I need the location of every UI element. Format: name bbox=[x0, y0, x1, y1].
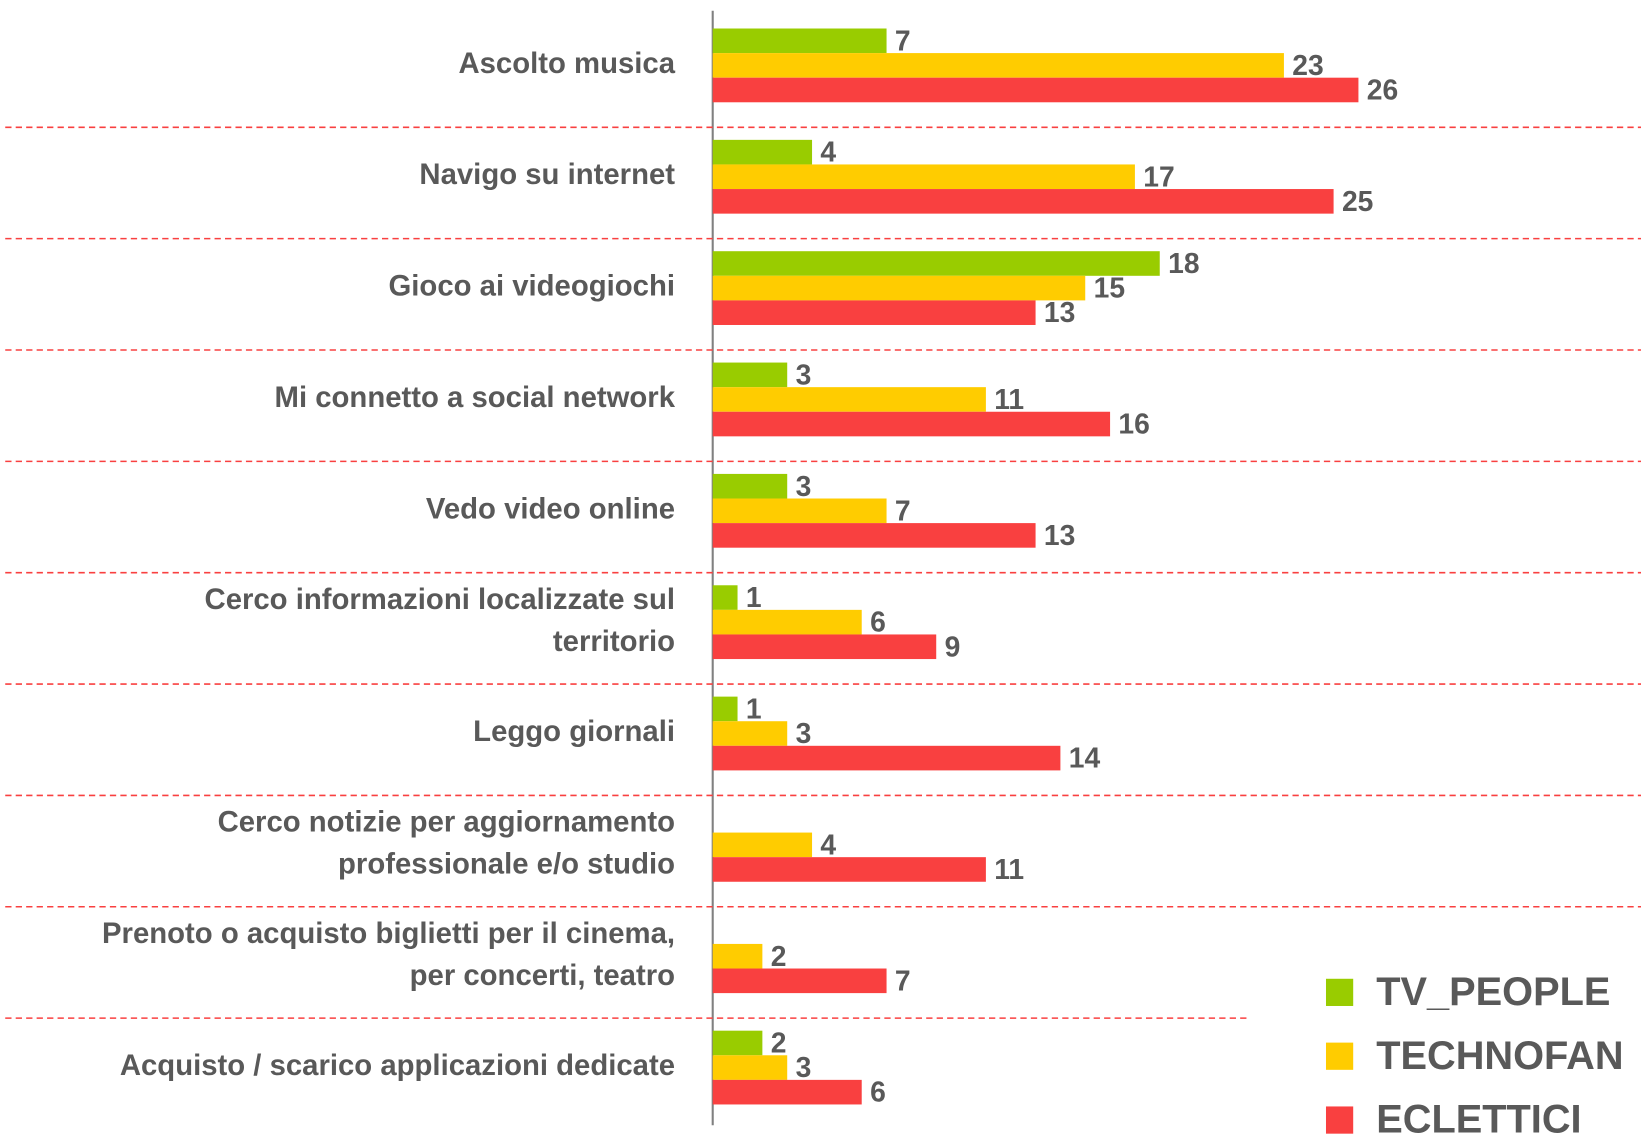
bar bbox=[712, 411, 1111, 437]
value-label: 11 bbox=[994, 853, 1024, 885]
bar bbox=[712, 745, 1061, 771]
value-label: 26 bbox=[1367, 74, 1398, 106]
bar bbox=[712, 53, 1284, 78]
legend-label: TECHNOFAN bbox=[1376, 1034, 1623, 1078]
value-label: 11 bbox=[994, 383, 1024, 415]
value-label: 14 bbox=[1069, 742, 1101, 774]
bar bbox=[712, 362, 788, 388]
value-label: 23 bbox=[1292, 49, 1323, 81]
category-label: Prenoto o acquisto biglietti per il cine… bbox=[102, 917, 675, 992]
category-label: Acquisto / scarico applicazioni dedicate bbox=[120, 1049, 675, 1082]
value-label: 4 bbox=[820, 136, 836, 168]
bar bbox=[712, 189, 1334, 214]
bar bbox=[712, 634, 937, 660]
value-label: 7 bbox=[895, 964, 911, 996]
value-label: 17 bbox=[1143, 160, 1174, 192]
bar bbox=[712, 943, 763, 969]
category-label: Gioco ai videogiochi bbox=[389, 270, 676, 303]
bar bbox=[712, 832, 813, 858]
bar bbox=[712, 696, 738, 722]
bar bbox=[712, 275, 1086, 301]
legend-label: TV_PEOPLE bbox=[1376, 970, 1610, 1014]
legend-label: ECLETTICI bbox=[1376, 1098, 1581, 1136]
bar bbox=[712, 473, 788, 499]
bar bbox=[712, 1030, 763, 1056]
bar bbox=[712, 1055, 788, 1080]
bar bbox=[712, 1079, 862, 1105]
value-label: 2 bbox=[771, 1027, 787, 1059]
value-label: 3 bbox=[796, 1051, 812, 1083]
bar bbox=[712, 968, 887, 994]
value-label: 13 bbox=[1044, 296, 1075, 328]
bar bbox=[712, 585, 738, 610]
value-label: 3 bbox=[796, 717, 812, 749]
value-label: 15 bbox=[1094, 272, 1125, 304]
value-label: 2 bbox=[771, 940, 787, 972]
value-label: 7 bbox=[895, 494, 911, 526]
value-label: 25 bbox=[1342, 185, 1373, 217]
category-label: Navigo su internet bbox=[419, 158, 675, 191]
bar bbox=[712, 77, 1359, 103]
value-label: 7 bbox=[895, 24, 911, 56]
legend-swatch bbox=[1325, 1042, 1354, 1070]
value-label: 1 bbox=[746, 581, 762, 613]
bar bbox=[712, 609, 862, 635]
value-label: 4 bbox=[820, 828, 836, 860]
category-label: Vedo video online bbox=[426, 492, 675, 525]
bar bbox=[712, 387, 986, 412]
category-label: Mi connetto a social network bbox=[275, 381, 676, 414]
bar bbox=[712, 857, 986, 882]
bar bbox=[712, 721, 788, 746]
value-label: 6 bbox=[870, 606, 886, 638]
bar bbox=[712, 251, 1160, 276]
category-label: Ascolto musica bbox=[458, 47, 675, 80]
value-label: 16 bbox=[1118, 408, 1149, 440]
value-label: 18 bbox=[1168, 247, 1199, 279]
bar bbox=[712, 28, 887, 54]
category-label: Cerco informazioni localizzate sul territ… bbox=[205, 583, 675, 658]
value-label: 1 bbox=[746, 692, 762, 724]
bar bbox=[712, 523, 1036, 548]
category-label: Leggo giornali bbox=[473, 715, 675, 748]
bar bbox=[712, 164, 1135, 190]
bar bbox=[712, 139, 813, 165]
bar bbox=[712, 498, 887, 524]
value-label: 3 bbox=[796, 358, 812, 390]
value-label: 13 bbox=[1044, 519, 1075, 551]
value-label: 3 bbox=[796, 470, 812, 502]
legend-swatch bbox=[1325, 1106, 1354, 1134]
value-label: 9 bbox=[945, 630, 961, 662]
value-label: 6 bbox=[870, 1076, 886, 1108]
bar bbox=[712, 300, 1036, 325]
legend-swatch bbox=[1325, 978, 1354, 1006]
category-label: Cerco notizie per aggiornamento professio… bbox=[218, 805, 675, 880]
